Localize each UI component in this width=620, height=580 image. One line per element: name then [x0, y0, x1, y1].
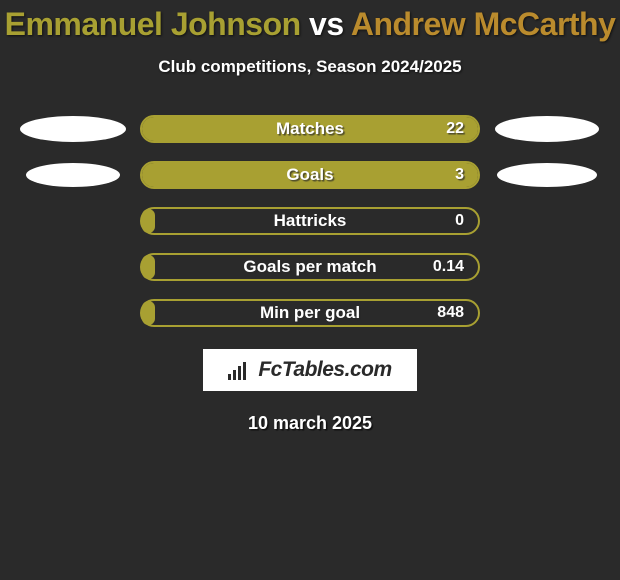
comparison-card: Emmanuel Johnson vs Andrew McCarthy Club…: [0, 0, 620, 580]
date-text: 10 march 2025: [0, 413, 620, 434]
subtitle: Club competitions, Season 2024/2025: [0, 57, 620, 77]
player1-ellipse-icon: [26, 163, 120, 187]
page-title: Emmanuel Johnson vs Andrew McCarthy: [0, 6, 620, 43]
stat-row: Hattricks0: [8, 207, 612, 235]
stat-value: 3: [455, 163, 464, 187]
stat-rows: Matches22 Goals3 Hattricks0 Goals per match…: [0, 115, 620, 327]
stat-label: Hattricks: [142, 209, 478, 233]
stat-value: 0.14: [433, 255, 464, 279]
stat-label: Matches: [142, 117, 478, 141]
vs-text: vs: [309, 6, 344, 42]
brand-badge: FcTables.com: [203, 349, 417, 391]
stat-bar: Goals per match0.14: [140, 253, 480, 281]
player1-ellipse-icon: [20, 116, 126, 142]
stat-value: 22: [446, 117, 464, 141]
right-slot: [482, 116, 612, 142]
stat-bar: Goals3: [140, 161, 480, 189]
stat-row: Min per goal848: [8, 299, 612, 327]
stat-bar: Matches22: [140, 115, 480, 143]
player2-ellipse-icon: [495, 116, 599, 142]
stat-row: Matches22: [8, 115, 612, 143]
stat-label: Goals: [142, 163, 478, 187]
brand-bars-icon: [228, 360, 252, 380]
stat-row: Goals per match0.14: [8, 253, 612, 281]
left-slot: [8, 163, 138, 187]
stat-bar: Hattricks0: [140, 207, 480, 235]
stat-label: Goals per match: [142, 255, 478, 279]
stat-bar: Min per goal848: [140, 299, 480, 327]
stat-label: Min per goal: [142, 301, 478, 325]
player2-ellipse-icon: [497, 163, 597, 187]
player1-name: Emmanuel Johnson: [5, 6, 301, 42]
stat-value: 0: [455, 209, 464, 233]
stat-row: Goals3: [8, 161, 612, 189]
brand-text: FcTables.com: [258, 358, 391, 382]
right-slot: [482, 163, 612, 187]
stat-value: 848: [437, 301, 464, 325]
left-slot: [8, 116, 138, 142]
player2-name: Andrew McCarthy: [351, 6, 616, 42]
